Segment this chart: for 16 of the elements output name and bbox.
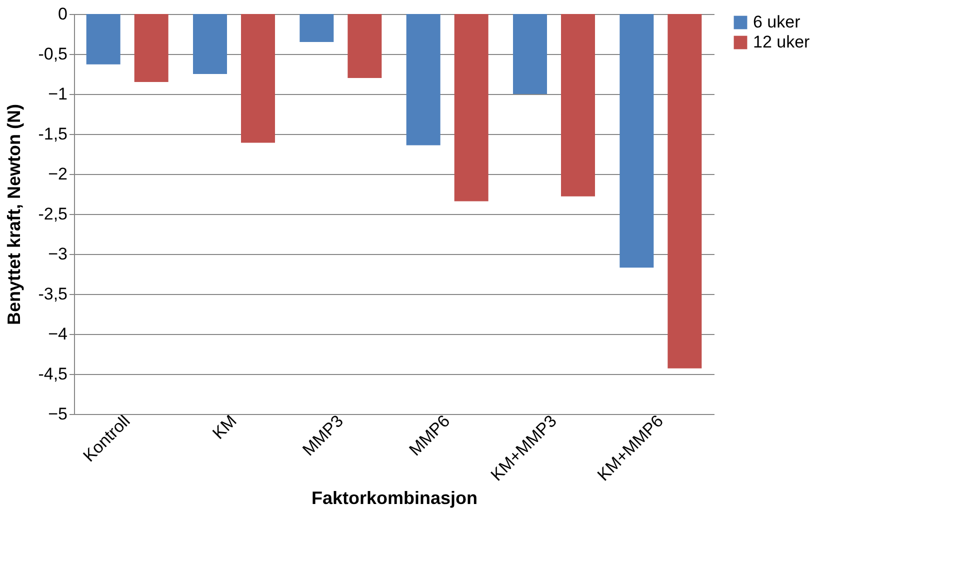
legend-label: 12 uker [753, 32, 810, 52]
y-tick-label: −2 [48, 164, 68, 184]
y-tick-label: −3 [48, 244, 68, 264]
y-tick-label: -3,5 [38, 284, 68, 304]
y-axis-title: Benyttet kraft, Newton (N) [4, 104, 24, 326]
y-tick-label: -4,5 [38, 364, 68, 384]
y-tick-label: 0 [58, 4, 68, 24]
y-tick-label: −1 [48, 84, 68, 104]
legend-label: 6 uker [753, 12, 801, 32]
y-tick-label: -0,5 [38, 44, 68, 64]
y-tick-label: -1,5 [38, 124, 68, 144]
x-axis-title: Faktorkombinasjon [311, 488, 478, 508]
y-tick-label: −5 [48, 404, 68, 424]
y-tick-label: −4 [48, 324, 68, 344]
x-tick-label: KM [208, 411, 240, 443]
y-tick-label: -2,5 [38, 204, 68, 224]
